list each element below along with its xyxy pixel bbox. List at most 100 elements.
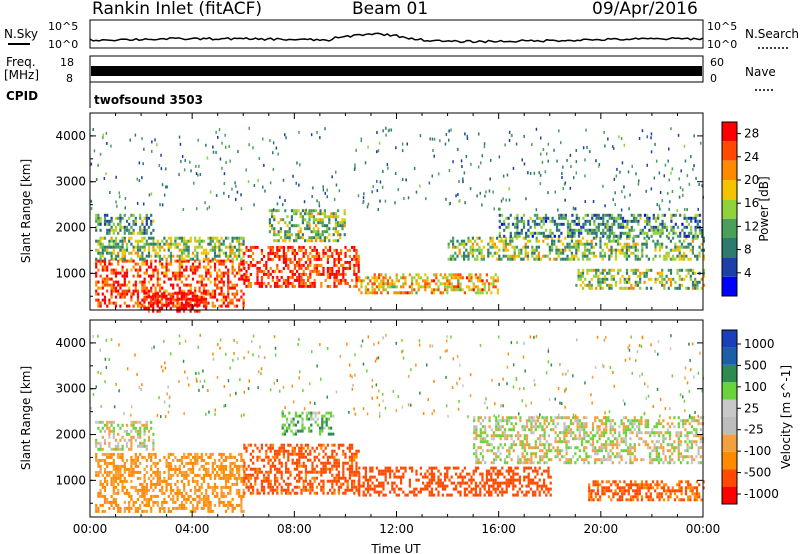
velocity-cell (310, 414, 313, 418)
power-cell (322, 254, 325, 258)
power-cell (229, 251, 232, 255)
power-cell (513, 254, 516, 258)
power-cell (468, 273, 471, 277)
power-cell (669, 280, 673, 284)
power-cell (439, 282, 442, 286)
power-cell (527, 222, 530, 226)
power-cell (610, 213, 614, 217)
velocity-cell (130, 435, 133, 439)
velocity-cell (227, 500, 230, 504)
power-cell (290, 215, 293, 219)
velocity-cell (95, 441, 98, 445)
power-cell (242, 239, 245, 243)
velocity-cell (112, 476, 115, 480)
velocity-cell (108, 429, 111, 433)
velocity-cell (267, 455, 270, 459)
velocity-cell (145, 500, 148, 504)
power-cell (496, 257, 499, 261)
power-cell (145, 216, 148, 220)
power-cell (323, 209, 326, 213)
power-cell (286, 224, 289, 228)
power-cell (95, 178, 98, 181)
velocity-cell (99, 441, 102, 445)
velocity-cell (112, 491, 115, 495)
power-cell (110, 271, 113, 275)
power-cell (480, 161, 482, 165)
power-cell (328, 218, 331, 222)
velocity-cell (101, 509, 104, 513)
velocity-cell (335, 479, 338, 483)
power-cell (299, 163, 301, 167)
velocity-cell (119, 473, 122, 477)
power-cell (139, 257, 142, 261)
power-cell (187, 239, 190, 243)
velocity-cell (147, 503, 151, 507)
power-cell (323, 239, 326, 243)
power-cell (180, 303, 183, 307)
velocity-cell (302, 452, 305, 456)
power-cell (158, 306, 161, 310)
velocity-cell (463, 475, 466, 479)
power-cell (560, 231, 563, 235)
power-cell (330, 212, 333, 216)
power-cell (263, 254, 266, 258)
power-cell (178, 268, 181, 272)
power-cell (586, 257, 589, 261)
power-cell (209, 242, 212, 246)
power-cell (161, 183, 164, 187)
power-cell (224, 133, 226, 137)
power-cell (101, 298, 104, 302)
power-cell (608, 236, 611, 240)
power-cell (599, 271, 602, 275)
velocity-cell (335, 467, 338, 471)
velocity-cell (285, 488, 288, 492)
power-cell (435, 288, 438, 292)
power-cell (529, 225, 532, 229)
velocity-cell (110, 452, 113, 456)
velocity-cell (227, 473, 230, 477)
power-cell (245, 168, 247, 172)
power-cell (419, 184, 421, 188)
power-cell (641, 248, 644, 252)
power-cell (322, 269, 325, 273)
velocity-cell (114, 479, 118, 483)
power-cell (242, 242, 245, 246)
velocity-cell (121, 479, 124, 483)
power-cell (610, 231, 614, 235)
power-cell (614, 191, 616, 195)
power-cell (114, 280, 118, 284)
velocity-cell (342, 464, 345, 468)
power-cell (694, 216, 697, 220)
power-cell (332, 215, 335, 219)
power-cell (654, 219, 658, 223)
power-cell (194, 289, 197, 293)
velocity-cell (121, 455, 124, 459)
power-cell (546, 236, 549, 240)
power-cell (553, 222, 556, 226)
velocity-cell (99, 482, 102, 486)
power-cell (143, 306, 146, 310)
power-cell (437, 285, 440, 289)
power-cell (351, 278, 354, 282)
velocity-cell (446, 484, 449, 488)
power-cell (339, 233, 342, 237)
power-cell (328, 239, 331, 243)
velocity-cell (103, 452, 107, 456)
power-cell (297, 233, 300, 237)
velocity-cell (143, 509, 146, 513)
power-cell (448, 285, 451, 289)
power-cbar-tick: 20 (744, 173, 759, 187)
velocity-cell (117, 423, 120, 427)
power-cell (295, 236, 298, 240)
power-cell (643, 225, 647, 229)
power-cell (311, 248, 314, 252)
velocity-cell (380, 484, 383, 488)
power-cell (110, 262, 113, 266)
velocity-cell (156, 500, 159, 504)
velocity-cell (176, 506, 179, 510)
power-cell (105, 131, 108, 135)
power-cell (326, 266, 329, 270)
power-cell (277, 233, 280, 237)
power-cell (586, 231, 589, 235)
velocity-cell (353, 458, 356, 462)
